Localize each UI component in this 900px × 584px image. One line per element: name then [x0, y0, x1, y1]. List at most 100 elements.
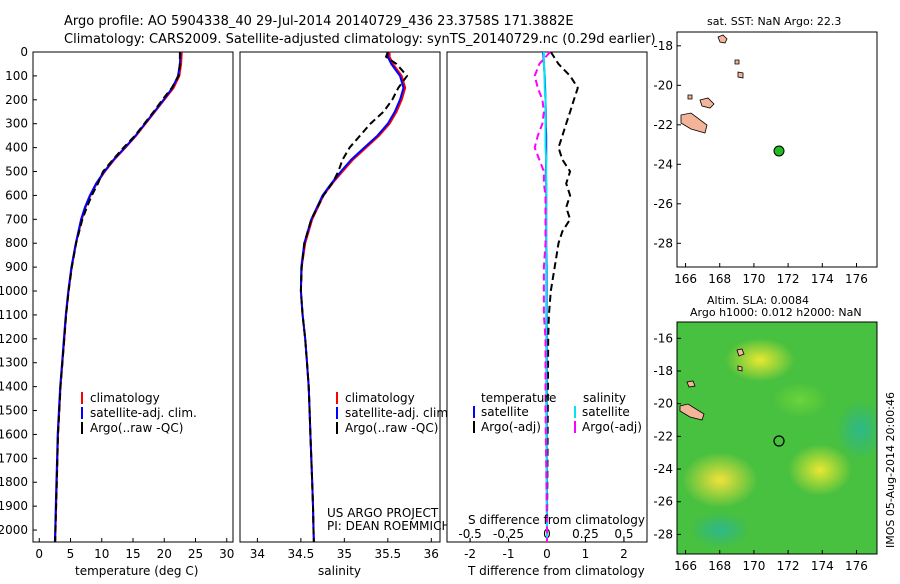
- salinity-axis-label: salinity: [318, 564, 361, 578]
- sst-map-land: [680, 34, 744, 134]
- legend-argo: Argo(..raw -QC): [345, 421, 438, 435]
- sst-map-title: sat. SST: NaN Argo: 22.3: [707, 15, 841, 28]
- x-tick-label: 1: [582, 547, 590, 561]
- lon-tick-label: 176: [845, 272, 868, 286]
- pi-annotation: PI: DEAN ROEMMICH: [327, 519, 450, 533]
- island-c: [737, 71, 744, 79]
- sla-map-title-2: Argo h1000: 0.012 h2000: NaN: [690, 306, 862, 319]
- temperature-series: [53, 51, 183, 543]
- legend-s-argo: Argo(-adj): [582, 420, 642, 434]
- lon-tick-label: 170: [742, 272, 765, 286]
- x-tick-label: 0.5: [614, 527, 633, 541]
- difference-series: [533, 51, 579, 542]
- lon-tick-label: 174: [811, 559, 834, 573]
- lat-tick-label: -24: [653, 462, 673, 476]
- x-tick-label: 0: [35, 547, 43, 561]
- lat-tick-label: -20: [653, 78, 673, 92]
- sla-map-lon-axis: 166 168 170 172 174 176: [674, 550, 868, 573]
- series-line-argo-raw-qc-: [54, 52, 181, 543]
- lat-tick-label: -22: [653, 429, 673, 443]
- x-tick-label: -0.25: [493, 527, 524, 541]
- x-tick-label: 15: [125, 547, 140, 561]
- depth-tick-label: 0: [20, 45, 28, 59]
- lon-tick-label: 172: [777, 559, 800, 573]
- x-tick-label: 20: [157, 547, 172, 561]
- salinity-axis: 34 34.5 35 35.5 36: [250, 538, 439, 561]
- island-d: [679, 403, 705, 421]
- salinity-plot-frame: [239, 51, 441, 543]
- legend-climatology: climatology: [90, 391, 160, 405]
- lon-tick-label: 170: [742, 559, 765, 573]
- project-annotation: US ARGO PROJECT: [327, 506, 439, 520]
- x-tick-label: -2: [464, 547, 476, 561]
- island-c: [686, 380, 696, 388]
- x-tick-label: 10: [94, 547, 109, 561]
- sla-map-lat-axis: -16 -18 -20 -22 -24 -26 -28: [653, 331, 681, 541]
- s-difference-axis: -0.5 -0.25 0 0.25 0.5: [458, 527, 633, 542]
- salinity-series: [299, 51, 409, 543]
- x-tick-label: 34.5: [288, 547, 315, 561]
- lon-tick-label: 168: [708, 272, 731, 286]
- depth-tick-label: 100: [5, 69, 28, 83]
- depth-tick-label: 2000: [0, 523, 28, 537]
- legend-climatology: climatology: [345, 391, 415, 405]
- sst-map-lon-axis: 166 168 170 172 174 176: [674, 263, 868, 286]
- series-line-argo-raw-qc-: [299, 51, 409, 543]
- lat-tick-label: -22: [653, 118, 673, 132]
- temperature-legend: climatology satellite-adj. clim. Argo(..…: [81, 391, 197, 435]
- x-tick-label: 25: [188, 547, 203, 561]
- x-tick-label: -0.5: [458, 527, 481, 541]
- island-f: [687, 94, 693, 100]
- lon-tick-label: 176: [845, 559, 868, 573]
- lon-tick-label: 172: [777, 272, 800, 286]
- float-marker: [773, 435, 785, 447]
- x-tick-label: 30: [219, 547, 234, 561]
- lat-tick-label: -20: [653, 397, 673, 411]
- depth-tick-label: 1400: [0, 380, 28, 394]
- header-line-2: Climatology: CARS2009. Satellite-adjuste…: [64, 32, 656, 47]
- lon-tick-label: 166: [674, 272, 697, 286]
- legend-satellite: satellite-adj. clim.: [90, 406, 197, 420]
- legend-s-satellite: satellite: [582, 405, 630, 419]
- temperature-axis-label: temperature (deg C): [75, 564, 198, 578]
- lat-tick-label: -28: [653, 236, 673, 250]
- lat-tick-label: -16: [653, 331, 673, 345]
- depth-tick-label: 1500: [0, 404, 28, 418]
- series-line-t-argo-adj-: [546, 51, 579, 542]
- depth-axis: 0 100 200 300 400 500 600 700 800 900 1000 1100 1200…: [0, 45, 37, 537]
- lon-tick-label: 174: [811, 272, 834, 286]
- sla-field: [677, 322, 877, 554]
- x-tick-label: 5: [67, 547, 75, 561]
- legend-t-argo: Argo(-adj): [481, 420, 541, 434]
- sla-map: Altim. SLA: 0.0084 Argo h1000: 0.012 h20…: [653, 294, 897, 573]
- island-a: [736, 348, 745, 357]
- sst-map: sat. SST: NaN Argo: 22.3 166 168 170 172 174…: [653, 15, 878, 286]
- temperature-axis: 0 5 10 15 20 25 30: [35, 538, 234, 561]
- depth-tick-label: 1300: [0, 356, 28, 370]
- temperature-panel: 0100200300400500600700800900100011001200…: [0, 45, 234, 578]
- depth-tick-label: 600: [5, 188, 28, 202]
- imos-watermark: IMOS 05-Aug-2014 20:00:46: [884, 392, 897, 548]
- x-tick-label: 35.5: [374, 547, 401, 561]
- x-tick-label: 0: [543, 547, 551, 561]
- island-a: [717, 34, 728, 44]
- depth-tick-label: 400: [5, 141, 28, 155]
- legend-title-temperature: temperature: [481, 391, 556, 405]
- t-difference-axis-label: T difference from climatology: [467, 564, 645, 578]
- depth-tick-label: 700: [5, 212, 28, 226]
- depth-tick-label: 500: [5, 165, 28, 179]
- legend-argo: Argo(..raw -QC): [90, 421, 183, 435]
- lat-tick-label: -24: [653, 157, 673, 171]
- depth-tick-label: 1600: [0, 427, 28, 441]
- depth-tick-label: 300: [5, 117, 28, 131]
- lat-tick-label: -26: [653, 197, 673, 211]
- depth-tick-label: 1100: [0, 308, 28, 322]
- temperature-plot-frame: [32, 51, 234, 543]
- salinity-panel: 34 34.5 35 35.5 36 salinity climatology sate…: [239, 51, 452, 578]
- sst-map-lat-axis: -18 -20 -22 -24 -26 -28: [653, 39, 681, 250]
- salinity-legend: climatology satellite-adj. clim. Argo(..…: [336, 391, 452, 435]
- series-line-s-argo-adj-: [533, 51, 551, 542]
- float-marker: [773, 145, 785, 157]
- lon-tick-label: 166: [674, 559, 697, 573]
